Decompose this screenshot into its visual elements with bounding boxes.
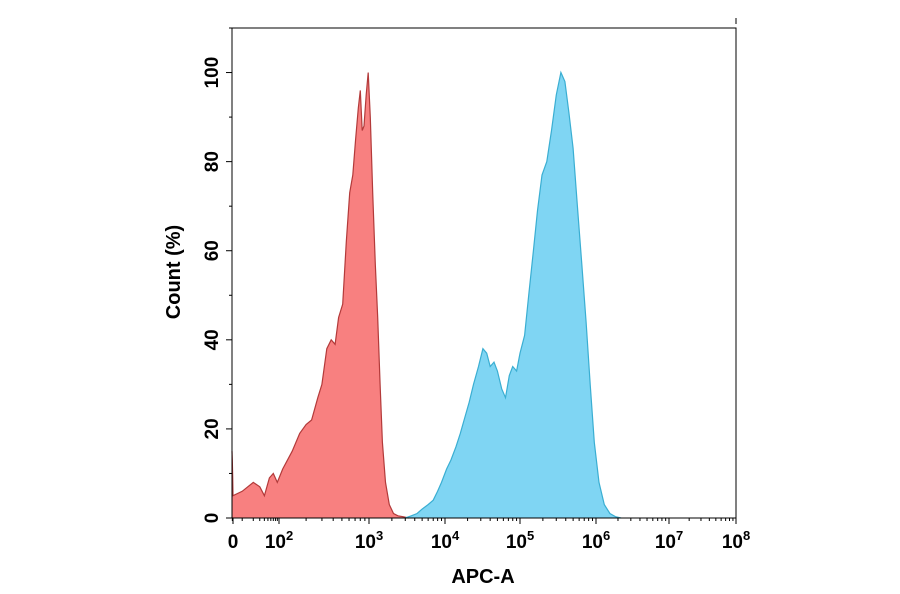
y-tick-label: 0 bbox=[202, 513, 223, 524]
y-tick-label: 100 bbox=[202, 57, 223, 89]
x-tick-label: 108 bbox=[722, 528, 750, 553]
x-tick-label: 107 bbox=[655, 528, 683, 553]
y-axis-title: Count (%) bbox=[163, 225, 185, 319]
plot-frame bbox=[231, 27, 737, 519]
y-tick-label: 80 bbox=[202, 151, 223, 172]
y-tick-label: 40 bbox=[202, 329, 223, 350]
x-tick-base: 10 bbox=[265, 532, 286, 553]
y-tick-label: 60 bbox=[202, 240, 223, 261]
x-tick-base: 10 bbox=[355, 532, 376, 553]
x-tick-exponent: 8 bbox=[743, 528, 750, 543]
histogram-outline-2 bbox=[405, 70, 622, 519]
x-tick-label: 105 bbox=[506, 528, 534, 553]
x-tick-base: 10 bbox=[722, 532, 743, 553]
x-tick-label: 104 bbox=[431, 528, 460, 553]
y-tick-label: 20 bbox=[202, 418, 223, 439]
series-layer bbox=[231, 70, 622, 519]
x-tick-exponent: 4 bbox=[452, 528, 460, 543]
x-tick-exponent: 6 bbox=[603, 528, 610, 543]
x-tick-label: 102 bbox=[265, 528, 293, 553]
x-axis-title: APC-A bbox=[451, 566, 514, 588]
histogram-fill-2 bbox=[405, 72, 621, 518]
histogram-fill-1 bbox=[232, 72, 409, 518]
x-tick-label: 106 bbox=[582, 528, 610, 553]
x-tick-base: 10 bbox=[655, 532, 676, 553]
x-tick-base: 10 bbox=[431, 532, 452, 553]
x-tick-exponent: 3 bbox=[376, 528, 383, 543]
x-tick-label: 0 bbox=[228, 532, 239, 553]
x-tick-exponent: 5 bbox=[527, 528, 534, 543]
x-tick-base: 10 bbox=[582, 532, 603, 553]
x-tick-exponent: 7 bbox=[676, 528, 683, 543]
x-tick-label: 103 bbox=[355, 528, 383, 553]
x-tick-exponent: 2 bbox=[286, 528, 293, 543]
histogram-outline-1 bbox=[231, 72, 409, 519]
x-tick-base: 10 bbox=[506, 532, 527, 553]
